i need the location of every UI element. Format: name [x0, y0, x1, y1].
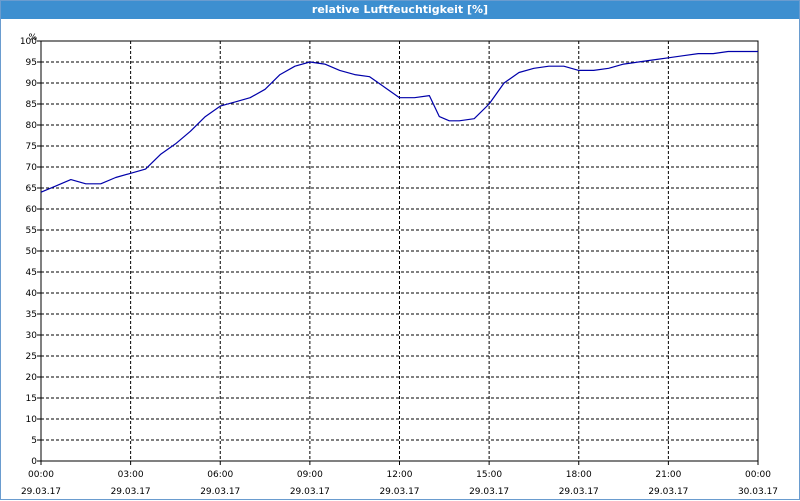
x-tick-date-label: 29.03.17: [111, 487, 151, 497]
window-title: relative Luftfeuchtigkeit [%]: [1, 1, 799, 19]
x-tick-time-label: 00:00: [28, 470, 54, 480]
y-tick-label: 0: [31, 457, 37, 467]
x-tick-time-label: 09:00: [297, 470, 323, 480]
x-tick-time-label: 21:00: [655, 470, 681, 480]
x-tick-time-label: 03:00: [118, 470, 144, 480]
x-tick-time-label: 12:00: [387, 470, 413, 480]
x-tick-date-label: 29.03.17: [21, 487, 61, 497]
y-tick-label: 40: [26, 289, 38, 299]
y-tick-label: 80: [26, 121, 38, 131]
y-axis-unit: %: [28, 33, 37, 43]
y-tick-label: 65: [26, 184, 37, 194]
x-tick-time-label: 18:00: [566, 470, 592, 480]
y-tick-label: 95: [26, 58, 37, 68]
x-tick-date-label: 29.03.17: [200, 487, 240, 497]
x-tick-time-label: 15:00: [476, 470, 502, 480]
x-tick-date-label: 29.03.17: [469, 487, 509, 497]
x-tick-time-label: 00:00: [745, 470, 771, 480]
y-tick-label: 15: [26, 394, 37, 404]
y-tick-label: 75: [26, 142, 37, 152]
humidity-series-line: [40, 50, 758, 193]
plot-frame: [40, 40, 759, 462]
y-tick-label: 35: [26, 310, 37, 320]
x-tick-date-label: 29.03.17: [379, 487, 419, 497]
y-tick-label: 20: [26, 373, 38, 383]
y-tick-label: 50: [26, 247, 38, 257]
y-tick-label: 70: [26, 163, 38, 173]
y-tick-label: 45: [26, 268, 37, 278]
x-tick-date-label: 29.03.17: [290, 487, 330, 497]
x-tick-date-label: 30.03.17: [738, 487, 778, 497]
y-tick-label: 30: [26, 331, 38, 341]
y-tick-label: 90: [26, 79, 38, 89]
y-tick-label: 25: [26, 352, 37, 362]
y-tick-label: 85: [26, 100, 37, 110]
x-tick-time-label: 06:00: [207, 470, 233, 480]
y-tick-label: 10: [26, 415, 38, 425]
y-tick-label: 60: [26, 205, 38, 215]
y-tick-label: 100: [20, 37, 37, 47]
y-tick-label: 55: [26, 226, 37, 236]
x-tick-date-label: 29.03.17: [648, 487, 688, 497]
y-tick-label: 5: [31, 436, 37, 446]
x-tick-date-label: 29.03.17: [559, 487, 599, 497]
